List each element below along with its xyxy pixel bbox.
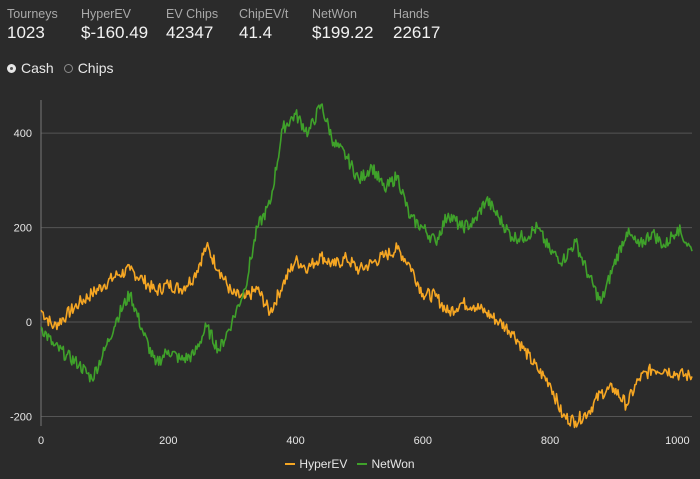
y-tick-label: 200 [14,223,32,235]
legend-item-netwon[interactable]: NetWon [357,457,415,471]
chart-legend: HyperEV NetWon [0,457,700,471]
x-tick-label: 600 [414,435,432,447]
stat-label: HyperEV [81,7,132,21]
legend-item-hyperev[interactable]: HyperEV [285,457,347,471]
stat-value: $199.22 [312,23,374,42]
chips-radio-label[interactable]: Chips [77,60,114,76]
stat-hands: Hands 22617 [393,7,473,44]
x-tick-label: 1000 [665,435,689,447]
stat-label: Hands [393,7,430,21]
legend-swatch-hyperev [285,463,296,465]
legend-label-hyperev: HyperEV [299,457,348,471]
x-tick-label: 400 [286,435,304,447]
stat-hyperev: HyperEV $-160.49 [81,7,166,44]
x-tick-label: 0 [38,435,44,447]
legend-label-netwon: NetWon [371,457,415,471]
stat-value: 42347 [166,23,214,42]
stat-label: ChipEV/t [239,7,289,21]
stat-label: Tourneys [7,7,58,21]
y-tick-label: 400 [14,128,32,140]
legend-swatch-netwon [357,463,368,465]
mode-radio-group: Cash Chips [7,60,123,76]
radio-unselected-icon[interactable] [63,63,73,73]
y-tick-label: 0 [26,317,32,329]
series-line-hyperev [40,241,693,429]
y-tick-label: -200 [10,412,32,424]
stat-ev-chips: EV Chips 42347 [166,7,239,44]
stat-tourneys: Tourneys 1023 [7,7,81,44]
radio-selected-icon[interactable] [7,63,16,73]
stat-label: NetWon [312,7,357,21]
x-tick-label: 800 [541,435,559,447]
stat-value: 41.4 [239,23,273,42]
stat-chipev-per-tourney: ChipEV/t 41.4 [239,7,312,44]
stat-value: $-160.49 [81,23,149,42]
chips-radio[interactable]: Chips [63,60,114,76]
stat-value: 22617 [393,23,441,42]
series-line-netwon [40,103,693,383]
stat-netwon: NetWon $199.22 [312,7,393,44]
x-tick-label: 200 [159,435,177,447]
cash-radio[interactable]: Cash [7,60,54,76]
stat-label: EV Chips [166,7,219,21]
stats-bar: Tourneys 1023 HyperEV $-160.49 EV Chips … [7,7,473,44]
stat-value: 1023 [7,23,45,42]
cash-radio-label[interactable]: Cash [21,60,54,76]
